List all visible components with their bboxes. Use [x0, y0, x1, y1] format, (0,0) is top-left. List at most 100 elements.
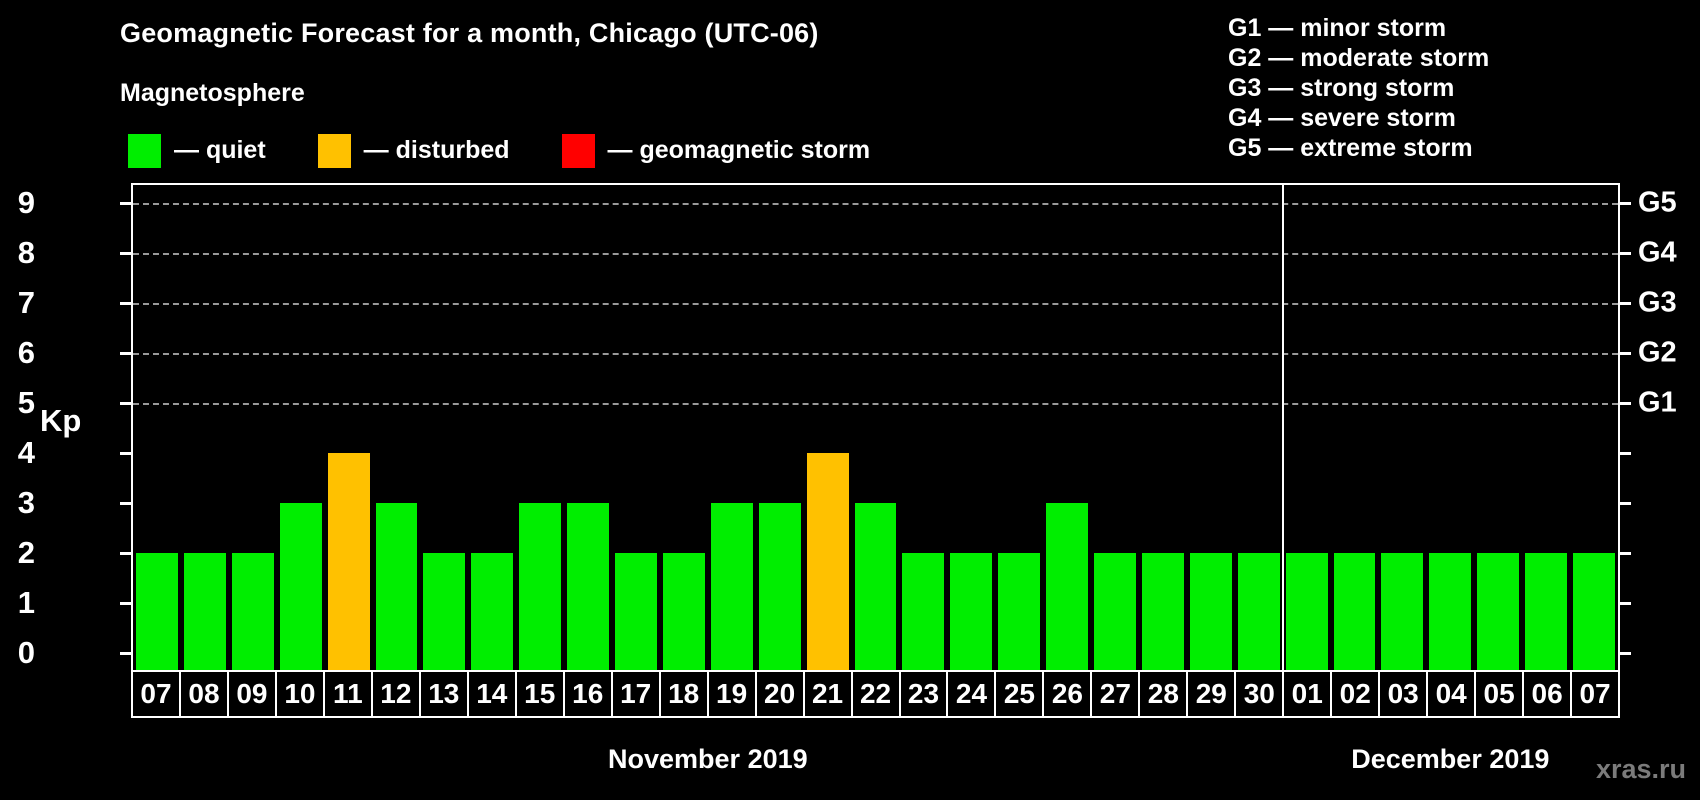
month-label-december: December 2019 — [1351, 744, 1550, 774]
kp-bar-day-07 — [136, 553, 178, 670]
date-cell-10: 10 — [274, 670, 325, 718]
kp-bar-day-01 — [1285, 553, 1328, 670]
kp-bar-day-03 — [1381, 553, 1424, 670]
y-tick-right-7 — [1620, 302, 1631, 305]
kp-bar-day-10 — [279, 503, 322, 670]
kp-bar-day-09 — [231, 553, 274, 670]
kp-bar-day-29 — [1189, 553, 1232, 670]
kp-bar-day-25 — [998, 553, 1041, 670]
date-cell-28: 28 — [1138, 670, 1189, 718]
y-tick-left-4 — [120, 452, 131, 455]
kp-bar-day-11 — [327, 453, 370, 670]
kp-bar-day-21 — [806, 453, 849, 670]
legend-label-disturbed: — disturbed — [363, 136, 510, 164]
date-cell-11: 11 — [322, 670, 373, 718]
date-cell-17: 17 — [610, 670, 661, 718]
y-tick-label-9: 9 — [17, 185, 35, 220]
y-tick-left-2 — [120, 552, 131, 555]
gridline-kp9 — [133, 203, 1618, 205]
y-tick-label-8: 8 — [17, 235, 35, 270]
y-tick-left-9 — [120, 202, 131, 205]
g-legend-line-2: G2 — moderate storm — [1228, 44, 1490, 72]
date-cell-24: 24 — [946, 670, 997, 718]
g-scale-legend: G1 — minor storm G2 — moderate storm G3 — … — [1228, 13, 1489, 163]
legend-item-quiet: — quiet — [128, 133, 266, 168]
date-cell-13: 13 — [418, 670, 469, 718]
kp-bar-day-08 — [183, 553, 226, 670]
y-tick-label-1: 1 — [17, 585, 35, 620]
date-cell-02: 02 — [1330, 670, 1381, 718]
month-separator-line — [1281, 185, 1284, 670]
date-cell-20: 20 — [754, 670, 805, 718]
y-tick-label-2: 2 — [17, 535, 35, 570]
kp-bar-day-26 — [1046, 503, 1089, 670]
kp-bar-day-23 — [902, 553, 945, 670]
y-tick-left-6 — [120, 352, 131, 355]
y-tick-label-7: 7 — [17, 285, 35, 320]
y-tick-left-0 — [120, 652, 131, 655]
y-tick-label-5: 5 — [17, 385, 35, 420]
date-cell-18: 18 — [658, 670, 709, 718]
y-tick-label-3: 3 — [17, 485, 35, 520]
date-cell-29: 29 — [1186, 670, 1237, 718]
legend-swatch-quiet — [128, 133, 161, 168]
date-cell-08: 08 — [178, 670, 229, 718]
y-tick-left-1 — [120, 602, 131, 605]
kp-bar-day-22 — [854, 503, 897, 670]
y-tick-right-8 — [1620, 252, 1631, 255]
g-legend-line-4: G4 — severe storm — [1228, 104, 1456, 132]
kp-bar-day-20 — [758, 503, 801, 670]
kp-bar-day-17 — [615, 553, 657, 670]
month-label-november: November 2019 — [608, 744, 808, 774]
y-tick-left-7 — [120, 302, 131, 305]
y-tick-left-8 — [120, 252, 131, 255]
date-cell-25: 25 — [994, 670, 1045, 718]
kp-bar-day-06 — [1525, 553, 1568, 670]
date-cell-19: 19 — [706, 670, 757, 718]
y-tick-right-5 — [1620, 402, 1631, 405]
g-level-label-g1: G1 — [1638, 386, 1677, 419]
y-tick-right-0 — [1620, 652, 1631, 655]
kp-bar-day-19 — [710, 503, 753, 670]
date-cell-16: 16 — [562, 670, 613, 718]
kp-bar-day-04 — [1429, 553, 1472, 670]
date-cell-27: 27 — [1090, 670, 1141, 718]
kp-bar-day-30 — [1237, 553, 1280, 670]
gridline-kp6 — [133, 353, 1618, 355]
g-level-label-g3: G3 — [1638, 286, 1677, 319]
y-tick-left-3 — [120, 502, 131, 505]
g-level-label-g5: G5 — [1638, 186, 1677, 219]
gridline-kp5 — [133, 403, 1618, 405]
legend-item-disturbed: — disturbed — [317, 133, 510, 168]
kp-bar-day-02 — [1333, 553, 1376, 670]
y-axis-label-kp: Kp — [40, 403, 82, 438]
date-cell-30: 30 — [1234, 670, 1285, 718]
y-tick-label-6: 6 — [17, 335, 35, 370]
y-tick-right-1 — [1620, 602, 1631, 605]
kp-bar-day-12 — [375, 503, 418, 670]
date-cell-26: 26 — [1042, 670, 1093, 718]
kp-bar-day-07 — [1573, 553, 1615, 670]
y-tick-right-2 — [1620, 552, 1631, 555]
legend-label-storm: — geomagnetic storm — [607, 136, 871, 164]
legend-swatch-storm — [561, 133, 595, 168]
date-cell-21: 21 — [802, 670, 853, 718]
date-cell-15: 15 — [514, 670, 565, 718]
date-cell-23: 23 — [898, 670, 949, 718]
kp-bar-day-13 — [423, 553, 466, 670]
watermark-xras: xras.ru — [1595, 754, 1686, 784]
y-tick-right-3 — [1620, 502, 1631, 505]
kp-bar-day-18 — [662, 553, 705, 670]
y-tick-right-4 — [1620, 452, 1631, 455]
g-legend-line-3: G3 — strong storm — [1228, 74, 1455, 102]
g-level-label-g2: G2 — [1638, 336, 1677, 369]
kp-bar-day-16 — [567, 503, 610, 670]
kp-bar-day-14 — [471, 553, 514, 670]
date-cell-07: 07 — [131, 670, 181, 718]
date-cell-06: 06 — [1522, 670, 1573, 718]
date-cell-05: 05 — [1474, 670, 1525, 718]
magnetosphere-label: Magnetosphere — [120, 79, 305, 107]
y-tick-label-4: 4 — [17, 435, 35, 470]
y-tick-right-6 — [1620, 352, 1631, 355]
